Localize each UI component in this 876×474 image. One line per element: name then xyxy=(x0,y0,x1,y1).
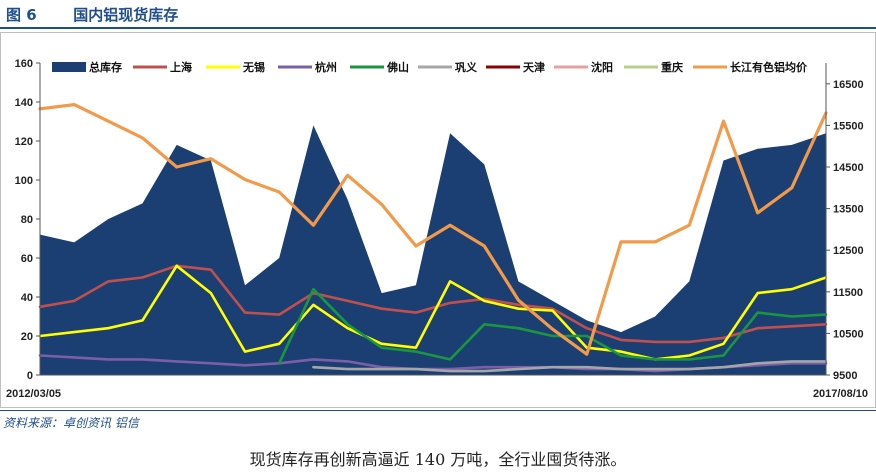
y-right-tick-label: 14500 xyxy=(833,162,864,174)
series-line-0 xyxy=(38,264,828,344)
figure-number: 图 6 xyxy=(6,6,37,24)
series-line-4 xyxy=(312,360,828,373)
legend-label: 总库存 xyxy=(89,60,122,74)
inventory-price-chart: 0 20 40 60 80 100 120 140 160 9500 10500 11500 12500… xyxy=(0,32,876,408)
y-left-tick-label: 160 xyxy=(15,58,33,70)
y-left-tick-label: 60 xyxy=(21,253,33,265)
source-note: 资料来源：卓创资讯 铝信 xyxy=(3,416,139,430)
legend-label: 杭州 xyxy=(315,60,337,74)
figure-title: 国内铝现货库存 xyxy=(73,6,179,24)
x-tick-label-end: 2017/08/10 xyxy=(813,388,868,400)
y-left-tick-label: 0 xyxy=(27,370,33,382)
y-right-tick-label: 12500 xyxy=(833,245,864,257)
y-left-tick-label: 20 xyxy=(21,331,33,343)
y-right-tick-label: 11500 xyxy=(833,287,863,299)
legend-label: 重庆 xyxy=(661,60,683,74)
y-left-tick-label: 100 xyxy=(15,175,33,187)
y-left-tick-label: 120 xyxy=(15,136,33,148)
legend-label: 上海 xyxy=(170,60,192,74)
legend-label: 沈阳 xyxy=(591,60,613,74)
y-right-tick-label: 15500 xyxy=(833,120,864,132)
legend-label: 长江有色铝均价 xyxy=(730,60,808,74)
series-line-1 xyxy=(38,264,828,361)
y-left-tick-label: 40 xyxy=(21,292,33,304)
legend-swatch-area xyxy=(52,62,86,72)
series-line-8 xyxy=(38,103,828,356)
y-right-tick-label: 13500 xyxy=(833,204,864,216)
y-right-tick-label: 9500 xyxy=(833,370,857,382)
legend-label: 佛山 xyxy=(386,60,409,74)
legend-label: 天津 xyxy=(523,60,545,74)
legend-label: 无锡 xyxy=(242,60,265,74)
y-right-tick-label: 16500 xyxy=(833,79,864,91)
y-left-tick-label: 140 xyxy=(15,97,33,109)
series-line-3 xyxy=(277,287,828,365)
footer-rule xyxy=(0,410,876,411)
header-rule xyxy=(0,27,876,29)
y-right-tick-label: 10500 xyxy=(833,328,864,340)
figure-header: 图 6 国内铝现货库存 xyxy=(6,4,866,24)
series-area-总库存 xyxy=(40,125,826,376)
figure-caption: 现货库存再创新高逼近 140 万吨，全行业囤货待涨。 xyxy=(249,450,627,469)
legend-label: 巩义 xyxy=(455,60,478,74)
y-left-tick-label: 80 xyxy=(21,214,33,226)
x-tick-label-start: 2012/03/05 xyxy=(6,388,61,400)
